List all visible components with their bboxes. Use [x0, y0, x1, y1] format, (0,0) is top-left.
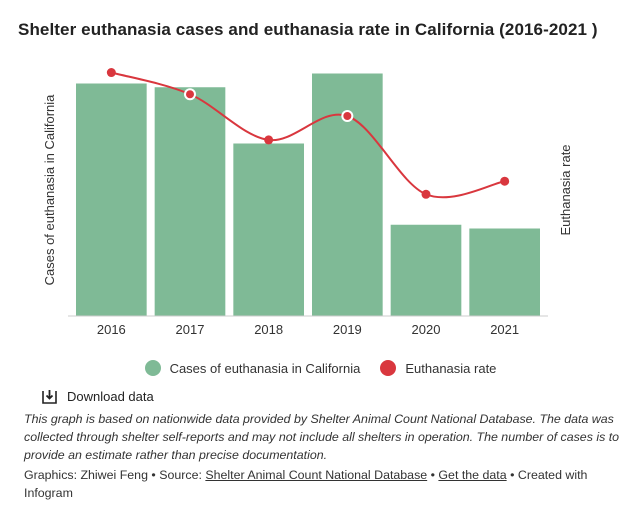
bars-layer [76, 73, 540, 317]
x-tick-labels: 2016 2017 2018 2019 2020 2021 [97, 322, 519, 337]
legend-label-rate: Euthanasia rate [405, 360, 497, 376]
legend-swatch-rate [380, 360, 397, 376]
bar-2021[interactable] [469, 228, 540, 317]
legend-swatch-cases [144, 360, 161, 376]
download-data-label: Download data [67, 389, 154, 404]
bar-2020[interactable] [390, 224, 462, 316]
credits: Graphics: Zhiwei Feng • Source: Shelter … [24, 466, 624, 502]
bar-2016[interactable] [76, 83, 147, 317]
legend-item-cases[interactable]: Cases of euthanasia in California [144, 360, 361, 376]
chart: Cases of euthanasia in California Euthan… [42, 68, 573, 337]
separator-3: • [510, 468, 515, 482]
chart-title: Shelter euthanasia cases and euthanasia … [18, 20, 598, 39]
x-tick-label-2016: 2016 [97, 322, 126, 337]
rate-point-2017[interactable] [184, 88, 196, 101]
footnote: This graph is based on nationwide data p… [24, 412, 620, 462]
x-tick-label-2019: 2019 [333, 322, 362, 337]
rate-point-2020[interactable] [421, 189, 431, 199]
created-with: Created with Infogram [24, 468, 588, 500]
rate-point-2021[interactable] [500, 176, 510, 186]
legend: Cases of euthanasia in California Euthan… [0, 360, 641, 376]
graphics-credit: Graphics: Zhiwei Feng [24, 468, 148, 482]
bar-2019[interactable] [312, 73, 383, 317]
download-icon [42, 390, 57, 404]
x-tick-label-2020: 2020 [412, 322, 441, 337]
separator-2: • [430, 468, 435, 482]
legend-item-rate[interactable]: Euthanasia rate [380, 360, 496, 376]
separator-1: • [151, 468, 156, 482]
bar-2017[interactable] [154, 87, 226, 316]
rate-point-2019[interactable] [341, 110, 354, 122]
y-axis-label: Cases of euthanasia in California [42, 94, 57, 286]
rate-line [111, 71, 505, 199]
rate-point-2016[interactable] [106, 68, 116, 78]
download-data-button[interactable]: Download data [41, 388, 154, 405]
source-prefix: Source: [159, 468, 202, 482]
legend-label-cases: Cases of euthanasia in California [169, 360, 361, 376]
get-data-link[interactable]: Get the data [438, 468, 507, 482]
x-tick-label-2018: 2018 [254, 322, 283, 337]
rate-point-2018[interactable] [264, 135, 274, 145]
y2-axis-label: Euthanasia rate [558, 144, 573, 235]
x-tick-label-2021: 2021 [490, 322, 519, 337]
bar-2018[interactable] [233, 143, 304, 317]
rate-line-layer [106, 68, 510, 199]
source-link[interactable]: Shelter Animal Count National Database [205, 468, 428, 482]
x-tick-label-2017: 2017 [176, 322, 205, 337]
